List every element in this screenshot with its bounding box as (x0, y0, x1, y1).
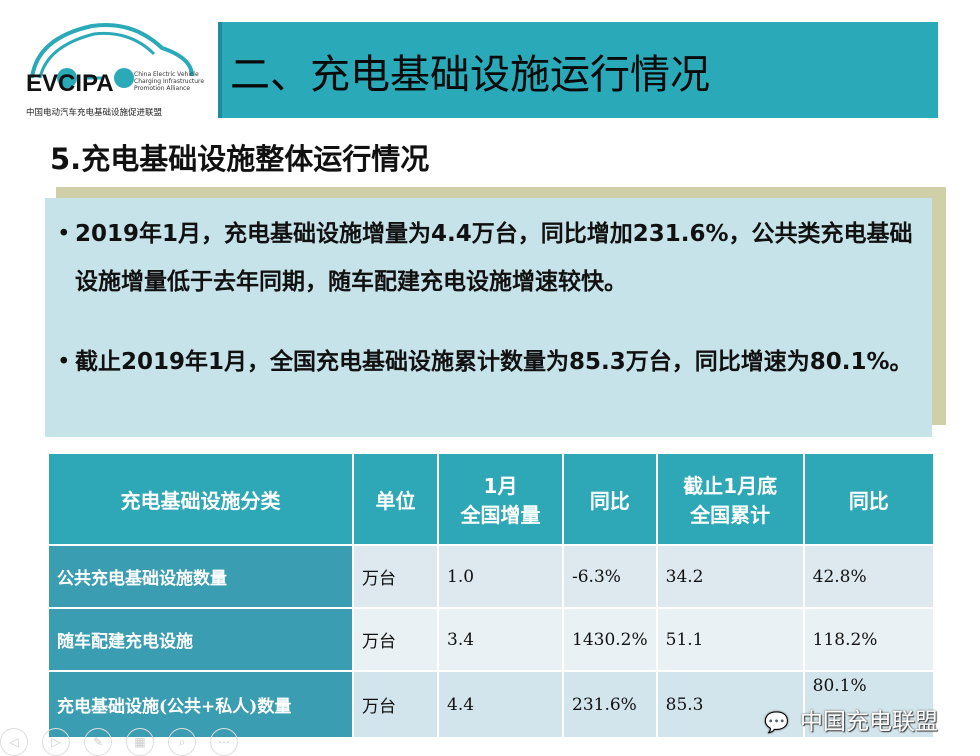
prev-icon[interactable]: ◁ (0, 728, 28, 756)
watermark: 中国充电联盟 (800, 709, 938, 735)
table-header: 充电基础设施分类 单位 1月 全国增量 同比 截止1月底 全国累计 同比 (47, 452, 936, 546)
zoom-icon[interactable]: ⌕ (168, 728, 196, 756)
bullet-item: • 2019年1月，充电基础设施增量为4.4万台，同比增加231.6%，公共类充电… (57, 221, 913, 295)
car-logo-icon (30, 23, 194, 88)
table-row: 随车配建充电设施 万台 3.4 1430.2% 51.1 118.2% (47, 607, 936, 672)
logo-brand: EVCIPA (26, 70, 114, 97)
logo-chinese-name: 中国电动汽车充电基础设施促进联盟 (26, 108, 163, 118)
slides-icon[interactable]: ▦ (126, 728, 154, 756)
data-table: 充电基础设施分类 单位 1月 全国增量 同比 截止1月底 全国累计 同比 公共充… (47, 452, 936, 739)
evcipa-logo: EVCIPA China Electric Vehicle Charging I… (22, 18, 212, 123)
section-subtitle: 5.充电基础设施整体运行情况 (50, 142, 430, 176)
pen-icon[interactable]: ✎ (84, 728, 112, 756)
summary-box: • 2019年1月，充电基础设施增量为4.4万台，同比增加231.6%，公共类充电… (45, 198, 932, 437)
page-title: 二、充电基础设施运行情况 (230, 52, 710, 98)
table-row: 充电基础设施(公共+私人)数量 万台 4.4 231.6% 85.3 80.1% (47, 670, 936, 739)
title-bar: 二、充电基础设施运行情况 (218, 22, 938, 118)
wechat-icon: 💬 (764, 710, 789, 734)
slide-controls: ◁ ▷ ✎ ▦ ⌕ ⋯ (0, 728, 238, 756)
play-icon[interactable]: ▷ (42, 728, 70, 756)
table-row: 公共充电基础设施数量 万台 1.0 -6.3% 34.2 42.8% (47, 544, 936, 609)
logo-english-name: China Electric Vehicle Charging Infrastr… (134, 71, 205, 92)
bullet-item: • 截止2019年1月，全国充电基础设施累计数量为85.3万台，同比增速为80.1… (57, 349, 913, 375)
more-icon[interactable]: ⋯ (210, 728, 238, 756)
